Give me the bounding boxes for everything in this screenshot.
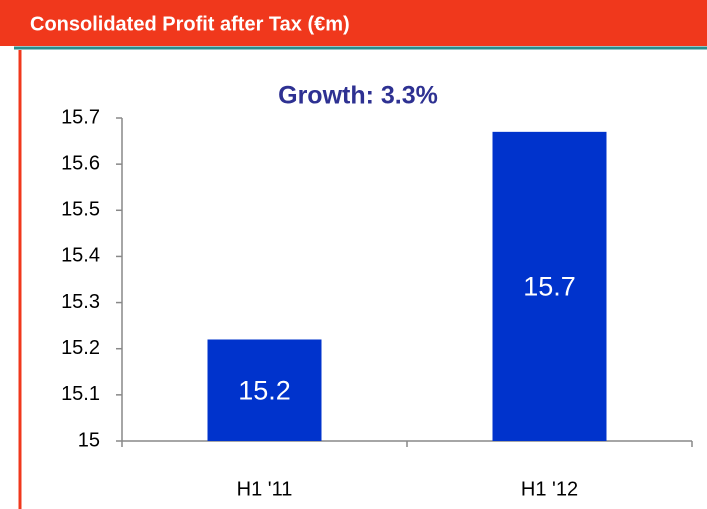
y-tick-label: 15.3 [61, 291, 100, 313]
chart-subtitle: Growth: 3.3% [278, 82, 438, 110]
y-tick-label: 15.4 [61, 245, 100, 267]
value-label: 15.7 [523, 272, 576, 302]
x-tick-label: H1 '12 [521, 478, 578, 500]
y-tick-label: 15.7 [61, 106, 100, 128]
x-tick-label: H1 '11 [237, 478, 293, 500]
bar [492, 131, 607, 442]
y-tick-label: 15.6 [61, 152, 100, 174]
y-tick-label: 15 [78, 429, 100, 451]
y-tick-label: 15.1 [61, 383, 100, 405]
bar [207, 339, 322, 441]
value-label: 15.2 [238, 375, 291, 405]
y-tick-label: 15.5 [61, 199, 100, 221]
chart-title: Consolidated Profit after Tax (€m) [30, 13, 350, 35]
y-tick-label: 15.2 [61, 337, 100, 359]
header-bar [0, 0, 707, 46]
